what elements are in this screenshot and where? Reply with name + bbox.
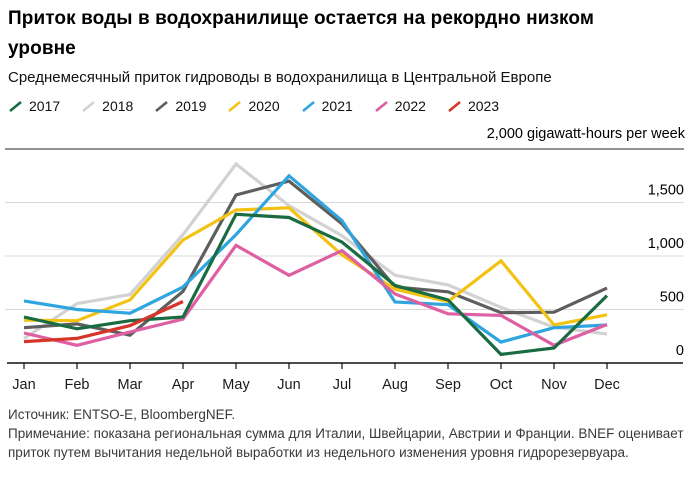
x-tick-label-Feb: Feb (65, 377, 90, 393)
x-tick-label-Nov: Nov (541, 377, 568, 393)
chart-footer: Источник: ENTSO-E, BloombergNEF. Примеча… (0, 395, 694, 462)
series-line-2018 (23, 161, 608, 340)
x-tick-label-Aug: Aug (382, 377, 408, 393)
chart-title: Приток воды в водохранилище остается на … (8, 8, 594, 59)
legend-label: 2018 (102, 98, 134, 114)
x-tick-label-Apr: Apr (172, 377, 195, 393)
series-line-2022 (23, 243, 608, 348)
legend-item-2020: 2020 (227, 98, 280, 114)
y-axis-unit-label: 2,000 gigawatt-hours per week (486, 126, 685, 142)
chart-subtitle: Среднемесячный приток гидроводы в водохр… (8, 69, 552, 86)
legend-label: 2020 (248, 98, 280, 114)
y-tick-label-0: 0 (676, 343, 684, 359)
x-tick-label-May: May (222, 377, 250, 393)
legend-label: 2021 (321, 98, 353, 114)
legend-label: 2019 (175, 98, 207, 114)
legend-swatch-icon (9, 100, 22, 112)
series-line-2023 (23, 300, 184, 344)
legend-swatch-icon (228, 100, 242, 112)
x-tick-label-Jun: Jun (277, 377, 300, 393)
legend-item-2021: 2021 (301, 98, 353, 114)
x-tick-label-Sep: Sep (435, 377, 461, 393)
series-line-2020 (23, 206, 608, 327)
x-tick-label-Dec: Dec (594, 377, 620, 393)
legend-swatch-icon (301, 100, 315, 112)
legend-item-2023: 2023 (447, 98, 499, 114)
legend-item-2019: 2019 (154, 98, 206, 114)
legend-label: 2017 (29, 98, 61, 114)
legend-swatch-icon (155, 100, 169, 112)
y-tick-label-1500: 1,500 (648, 183, 684, 199)
legend-item-2017: 2017 (8, 98, 60, 114)
series-line-2021 (23, 173, 608, 344)
chart-header: Приток воды в водохранилище остается на … (0, 0, 694, 116)
x-tick-label-Mar: Mar (118, 377, 143, 393)
legend-label: 2023 (467, 98, 500, 114)
legend-item-2022: 2022 (374, 98, 426, 114)
legend-label: 2022 (394, 98, 426, 114)
x-tick-label-Oct: Oct (490, 377, 513, 393)
note-line: Примечание: показана региональная сумма … (8, 426, 684, 460)
legend-swatch-icon (374, 100, 388, 112)
y-tick-label-1000: 1,000 (648, 236, 684, 252)
legend-swatch-icon (82, 100, 95, 112)
x-tick-label-Jan: Jan (12, 377, 35, 393)
chart-legend: 2017 2018 2019 2020 2021 2022 2023 (8, 96, 686, 116)
y-tick-label-500: 500 (660, 290, 684, 306)
source-line: Источник: ENTSO-E, BloombergNEF. (8, 407, 236, 422)
legend-swatch-icon (448, 100, 461, 112)
legend-item-2018: 2018 (81, 98, 133, 114)
line-chart: 1,500 1,000 500 0 Jan Feb Mar Apr May Jun Jul Aug Se… (5, 148, 684, 393)
x-tick-label-Jul: Jul (333, 377, 352, 393)
series-line-2017 (23, 212, 609, 357)
